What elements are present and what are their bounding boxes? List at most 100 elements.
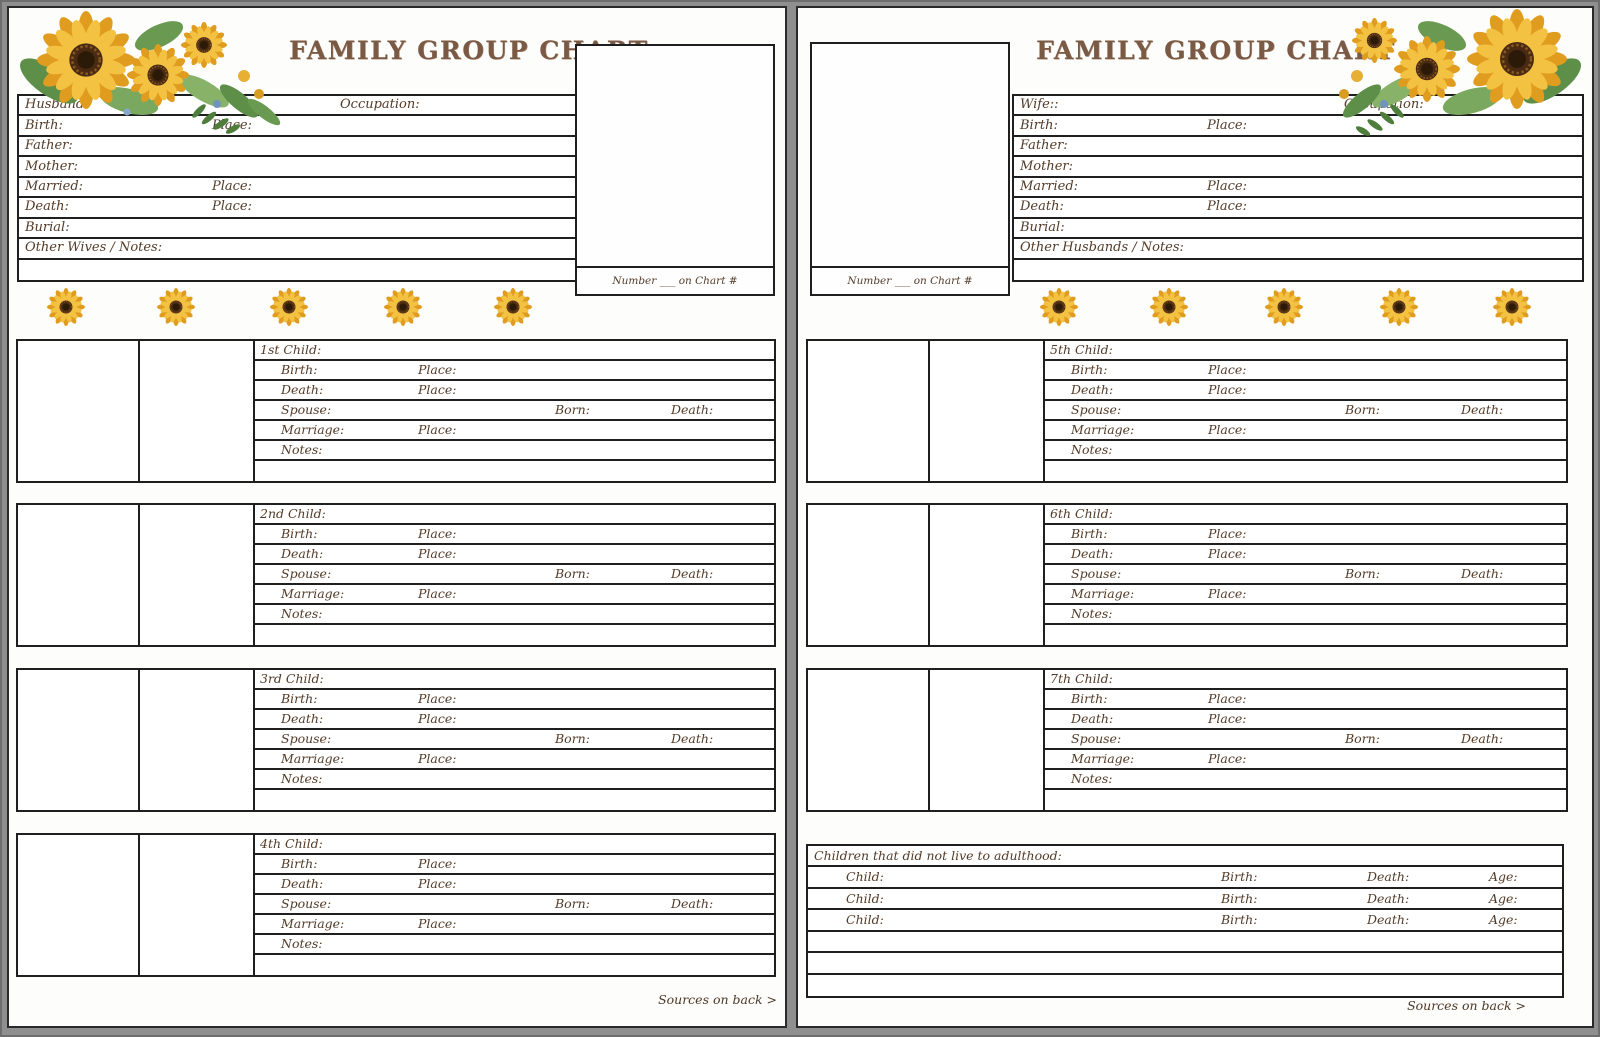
field-label: Spouse: [1071,565,1122,581]
child-notes-row: Notes: [1045,605,1566,625]
field-label: Place: [1208,710,1247,726]
field-label: Birth: [1221,868,1258,884]
field-label: Spouse: [281,565,332,581]
field-label: Birth: [1020,117,1058,133]
child-notes-row: Notes: [255,770,774,790]
field-label: 4th Child: [260,835,323,851]
sunflower-icon [157,288,195,326]
child-block-6: 6th Child: Birth: Place: Death: Place: Spo… [806,503,1568,647]
death-row: Death: Place: [19,198,575,219]
burial-row: Burial: [1014,219,1582,240]
field-label: Notes: [1071,441,1113,457]
field-label: Occupation: [340,96,420,112]
child-notes-row: Notes: [1045,770,1566,790]
child-birth-row: Birth: Place: [1045,525,1566,545]
field-label: Child: [846,868,884,884]
child-name-row: 3rd Child: [255,670,774,690]
child-name-row: 5th Child: [1045,341,1566,361]
child-death-row: Death: Place: [1045,710,1566,730]
field-label: Place: [1207,178,1248,194]
field-label: Death: [281,545,324,561]
field-label: Spouse: [1071,730,1122,746]
field-label: Death: [1071,710,1114,726]
mother-row: Mother: [1014,157,1582,178]
infant-children-section: Children that did not live to adulthood:… [806,844,1564,998]
child-photo-cell [18,670,140,810]
child-block-2: 2nd Child: Birth: Place: Death: Place: Spo… [16,503,776,647]
field-label: Death: [1071,545,1114,561]
section-header-label: Children that did not live to adulthood: [814,847,1062,863]
field-label: Place: [418,915,457,931]
child-marriage-row: Marriage: Place: [255,585,774,605]
infant-child-row: Child: Birth: Death: Age: [808,867,1562,889]
field-label: Death: [1020,199,1064,215]
field-label: Birth: [281,361,318,377]
field-label: Mother: [25,158,79,174]
field-label: Marriage: [281,915,345,931]
child-name-row: 4th Child: [255,835,774,855]
family-group-chart-page-wife: FAMILY GROUP CHART Number ___ on Chart #… [796,6,1594,1028]
child-death-row: Death: Place: [255,710,774,730]
field-label: Place: [1207,117,1248,133]
field-label: Notes: [281,441,323,457]
field-label: 1st Child: [260,341,322,357]
field-label: Marriage: [281,750,345,766]
child-marriage-row: Marriage: Place: [255,421,774,441]
field-label: Place: [1208,585,1247,601]
field-label: Wife:: [1020,96,1059,112]
infant-child-row: Child: Birth: Death: Age: [808,889,1562,911]
field-label: Place: [418,750,457,766]
child-name-row: 6th Child: [1045,505,1566,525]
field-label: Death: [281,381,324,397]
child-marriage-row: Marriage: Place: [1045,585,1566,605]
field-label: Spouse: [281,895,332,911]
field-label: Death: [671,565,714,581]
field-label: Age: [1489,911,1518,927]
sunflower-icon [270,288,308,326]
wife-photo-box: Number ___ on Chart # [810,42,1010,296]
child-photo-cell [18,505,140,645]
chart-number-note: Number ___ on Chart # [577,266,773,294]
field-label: Marriage: [1071,750,1135,766]
blank-row [808,953,1562,975]
death-row: Death: Place: [1014,198,1582,219]
blank-row [1045,790,1566,810]
sources-note: Sources on back > [658,992,777,1007]
field-label: Death: [1071,381,1114,397]
sunflower-icon [1380,288,1418,326]
field-label: Other Wives / Notes: [25,240,163,256]
field-label: Child: [846,890,884,906]
child-name-row: 1st Child: [255,341,774,361]
child-photo-cell [18,341,140,481]
field-label: Place: [1208,750,1247,766]
field-label: Husband: [25,96,89,112]
field-label: Burial: [25,219,70,235]
child-marriage-row: Marriage: Place: [1045,421,1566,441]
page-title: FAMILY GROUP CHART [1036,36,1396,65]
field-label: Place: [418,545,457,561]
field-label: Place: [1208,421,1247,437]
wife-info-table: Wife:: Occupation: Birth: Place: Father:… [1012,94,1584,282]
child-notes-row: Notes: [255,605,774,625]
field-label: Married: [25,178,84,194]
field-label: Death: [671,401,714,417]
child-photo-cell [930,341,1045,481]
child-block-5: 5th Child: Birth: Place: Death: Place: Spo… [806,339,1568,483]
field-label: Place: [1208,690,1247,706]
field-label: Death: [671,895,714,911]
field-label: Place: [1208,361,1247,377]
sunflower-icon [1150,288,1188,326]
child-birth-row: Birth: Place: [1045,361,1566,381]
field-label: Born: [1345,730,1380,746]
child-birth-row: Birth: Place: [255,855,774,875]
field-label: Place: [1208,525,1247,541]
page-title: FAMILY GROUP CHART [289,36,649,65]
child-photo-cell [140,505,255,645]
blank-row [255,625,774,645]
field-label: Notes: [281,935,323,951]
field-label: Death: [1367,890,1410,906]
child-photo-cell [140,341,255,481]
mother-row: Mother: [19,157,575,178]
field-label: Father: [1020,137,1068,153]
